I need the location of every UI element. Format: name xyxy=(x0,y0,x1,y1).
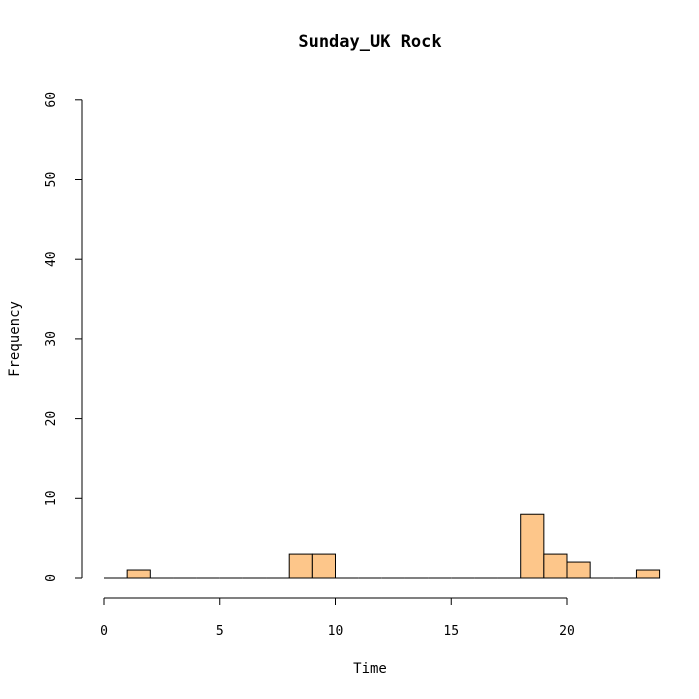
y-tick-label: 60 xyxy=(44,92,59,108)
y-axis-label: Frequency xyxy=(7,301,23,377)
histogram-bar xyxy=(126,569,151,579)
x-axis-label: Time xyxy=(353,661,387,677)
y-tick-label: 30 xyxy=(44,331,59,347)
x-tick-label: 5 xyxy=(216,624,224,639)
y-tick-label: 20 xyxy=(44,411,59,427)
histogram-bar xyxy=(566,561,591,579)
x-axis: 0 5 10 15 20 xyxy=(100,597,575,639)
histogram-bar xyxy=(311,553,337,579)
x-tick-label: 10 xyxy=(328,624,344,639)
y-tick-label: 10 xyxy=(44,490,59,506)
x-tick-label: 0 xyxy=(100,624,108,639)
histogram-bar xyxy=(635,569,661,579)
y-tick-label: 50 xyxy=(44,172,59,188)
chart-title: Sunday_UK Rock xyxy=(298,32,441,52)
y-tick-label: 0 xyxy=(44,574,59,582)
histogram-bar xyxy=(520,513,545,579)
y-axis: 0 10 20 30 40 50 60 xyxy=(44,92,83,582)
histogram-bar xyxy=(288,553,313,579)
histogram-bar xyxy=(543,553,568,579)
x-tick-label: 15 xyxy=(443,624,459,639)
x-tick-label: 20 xyxy=(559,624,575,639)
bars-group xyxy=(104,513,661,579)
y-tick-label: 40 xyxy=(44,251,59,267)
